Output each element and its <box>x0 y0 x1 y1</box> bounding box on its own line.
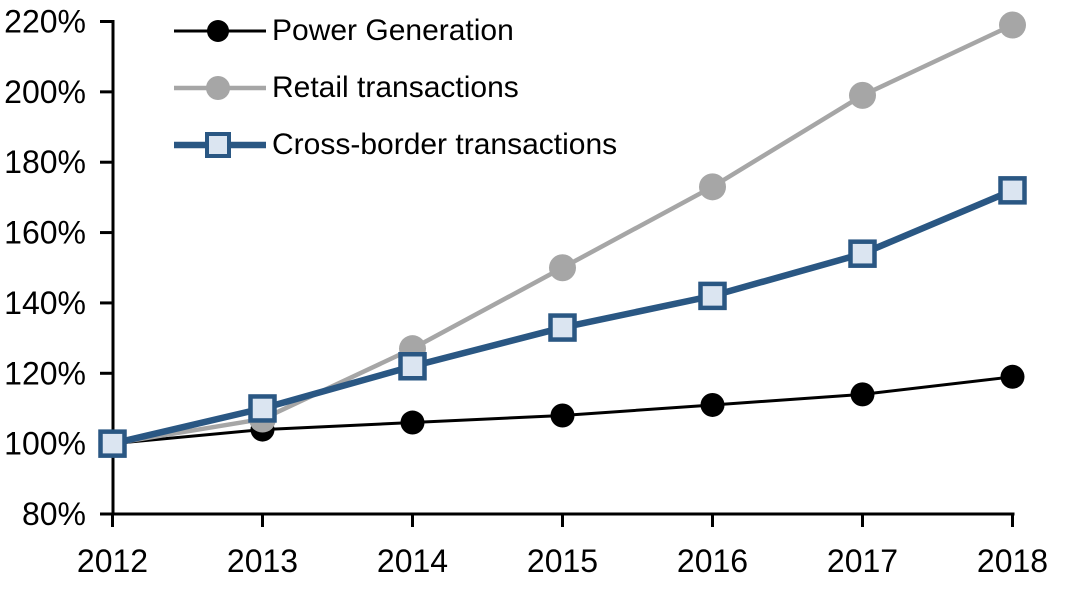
marker-cross-border-transactions-2018 <box>998 176 1027 205</box>
x-tick-label-2016: 2016 <box>677 543 748 579</box>
y-tick-label-80%: 80% <box>22 496 86 532</box>
y-tick-label-200%: 200% <box>4 74 86 110</box>
marker-retail-transactions-2017 <box>849 81 876 109</box>
cross-border-transactions-swatch <box>174 132 266 158</box>
legend-label-retail-transactions: Retail transactions <box>272 71 519 104</box>
y-tick-label-180%: 180% <box>4 144 86 180</box>
x-tick-label-2017: 2017 <box>827 543 898 579</box>
legend-circle-marker-icon <box>207 20 229 42</box>
legend-label-power-generation: Power Generation <box>272 14 514 47</box>
x-tick-label-2014: 2014 <box>377 543 448 579</box>
marker-cross-border-transactions-2017 <box>848 239 877 268</box>
marker-power-generation-2015 <box>550 403 575 428</box>
y-tick-label-160%: 160% <box>4 215 86 251</box>
legend-item-cross-border-transactions: Cross-border transactions <box>172 128 617 162</box>
marker-power-generation-2014 <box>400 410 425 435</box>
legend-circle-marker-icon <box>206 76 230 100</box>
legend-square-marker-icon <box>205 132 231 158</box>
marker-cross-border-transactions-2015 <box>548 313 577 342</box>
marker-cross-border-transactions-2014 <box>398 352 427 381</box>
power-generation-swatch <box>174 20 266 42</box>
marker-retail-transactions-2015 <box>549 254 576 282</box>
marker-retail-transactions-2018 <box>999 11 1026 39</box>
x-tick-label-2013: 2013 <box>227 543 298 579</box>
marker-cross-border-transactions-2012 <box>98 429 127 458</box>
y-tick-label-100%: 100% <box>4 426 86 462</box>
marker-cross-border-transactions-2016 <box>698 281 727 311</box>
marker-power-generation-2017 <box>850 382 875 407</box>
legend-item-retail-transactions: Retail transactions <box>172 71 617 105</box>
retail-transactions-swatch <box>174 76 266 100</box>
x-tick-label-2018: 2018 <box>977 543 1048 579</box>
legend-label-cross-border-transactions: Cross-border transactions <box>272 128 618 161</box>
legend: Power Generation Retail transactions Cro… <box>172 14 617 162</box>
marker-retail-transactions-2016 <box>699 173 726 201</box>
x-tick-label-2015: 2015 <box>527 543 598 579</box>
y-tick-label-220%: 220% <box>4 4 86 40</box>
x-tick-label-2012: 2012 <box>77 543 148 579</box>
marker-cross-border-transactions-2013 <box>248 394 277 423</box>
marker-power-generation-2018 <box>1000 364 1025 389</box>
y-tick-label-140%: 140% <box>4 285 86 321</box>
marker-power-generation-2016 <box>700 392 725 417</box>
legend-item-power-generation: Power Generation <box>172 14 617 48</box>
y-tick-label-120%: 120% <box>4 355 86 391</box>
